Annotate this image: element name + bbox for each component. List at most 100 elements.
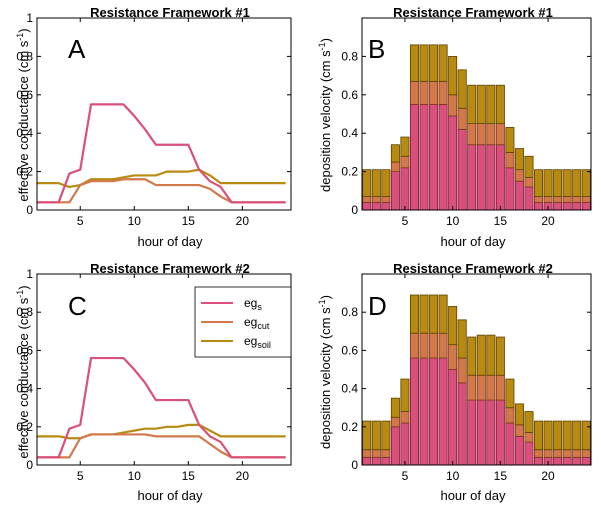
panel-d-bar-soil-hour-17 [514, 403, 524, 426]
panel-b-bar-soil-hour-19 [534, 169, 544, 197]
panel-d-bar-gs-hour-11 [457, 382, 467, 466]
panel-d-bar-gs-hour-1 [362, 456, 372, 466]
panel-d-ytick-label-0: 0 [351, 458, 358, 472]
panel-a-plot-area [37, 18, 291, 210]
panel-a-line-gs [37, 103, 286, 204]
panel-d-bar-cut-hour-16 [505, 407, 515, 424]
panel-d-bar-cut-hour-20 [543, 449, 553, 458]
panel-d-bar-cut-hour-6 [409, 332, 419, 359]
panel-b-ytick-label-1: 0.2 [341, 165, 358, 179]
panel-b-bar-cut-hour-14 [486, 123, 496, 146]
panel-d-bar-soil-hour-21 [553, 420, 563, 451]
panel-b-bar-soil-hour-10 [448, 56, 458, 96]
panel-b-ytick-label-2: 0.4 [341, 126, 358, 140]
panel-b-bar-cut-hour-23 [572, 196, 582, 203]
panel-b-bar-gs-hour-15 [495, 144, 505, 211]
panel-b-plot-area [362, 18, 591, 211]
panel-a-line-soil [37, 168, 286, 189]
panel-b-bar-soil-hour-7 [419, 44, 429, 82]
panel-a-ytick-label-4: 0.8 [16, 49, 33, 63]
panel-d-bar-gs-hour-5 [400, 422, 410, 466]
panel-d-bar-soil-hour-20 [543, 420, 553, 451]
panel-d-bar-gs-hour-14 [486, 399, 496, 466]
panel-b-bar-gs-hour-2 [371, 201, 381, 211]
panel-d-bar-cut-hour-11 [457, 357, 467, 384]
panel-c-xtick-label-20: 20 [236, 469, 250, 483]
panel-d-bar-cut-hour-15 [495, 374, 505, 401]
panel-b-bar-cut-hour-11 [457, 107, 467, 130]
panel-b-bar-soil-hour-8 [429, 44, 439, 82]
panel-b-ytick-label-0: 0 [351, 203, 358, 217]
panel-d-ytick-label-3: 0.6 [341, 343, 358, 357]
panel-d-bar-gs-hour-18 [524, 441, 534, 466]
panel-d-bar-soil-hour-14 [486, 334, 496, 376]
panel-d-bar-cut-hour-5 [400, 411, 410, 424]
panel-a-ytick-label-1: 0.2 [16, 165, 33, 179]
panel-b-xtick-label-5: 5 [402, 214, 409, 228]
panel-b-bar-cut-hour-20 [543, 196, 553, 203]
panel-d-bar-gs-hour-7 [419, 357, 429, 466]
panel-d-bar-gs-hour-13 [476, 399, 486, 466]
panel-b-bar-gs-hour-10 [448, 115, 458, 211]
panel-d-bar-soil-hour-7 [419, 294, 429, 334]
panel-b-bar-gs-hour-4 [390, 171, 400, 211]
panel-b-bar-soil-hour-9 [438, 44, 448, 82]
panel-d-bar-cut-hour-7 [419, 332, 429, 359]
panel-b-bar-cut-hour-2 [371, 196, 381, 203]
panel-d-bar-soil-hour-13 [476, 334, 486, 376]
panel-b-bar-gs-hour-21 [553, 201, 563, 211]
panel-b-bar-gs-hour-17 [514, 180, 524, 211]
panel-d-bar-soil-hour-4 [390, 397, 400, 418]
panel-d-bar-gs-hour-8 [429, 357, 439, 466]
panel-b-bar-gs-hour-8 [429, 104, 439, 211]
panel-b-bar-cut-hour-10 [448, 94, 458, 117]
panel-b-bar-soil-hour-6 [409, 44, 419, 82]
panel-d-bar-soil-hour-3 [381, 420, 391, 451]
panel-d-bar-soil-hour-9 [438, 294, 448, 334]
panel-d-bar-soil-hour-16 [505, 378, 515, 409]
panel-b-xtick-label-20: 20 [541, 214, 555, 228]
panel-d-bar-cut-hour-18 [524, 432, 534, 443]
panel-b-ytick-label-4: 0.8 [341, 49, 358, 63]
panel-c-line-soil [37, 423, 286, 440]
panel-c-ytick-label-2: 0.4 [16, 382, 33, 396]
panel-b-bar-soil-hour-14 [486, 84, 496, 124]
panel-d-bar-gs-hour-21 [553, 456, 563, 466]
panel-d-bar-cut-hour-24 [581, 449, 591, 458]
panel-d-bar-soil-hour-2 [371, 420, 381, 451]
panel-b-bar-gs-hour-19 [534, 201, 544, 211]
panel-b-bar-soil-hour-2 [371, 169, 381, 197]
panel-b-bar-cut-hour-6 [409, 80, 419, 105]
legend-label-cut: egcut [244, 315, 270, 331]
panel-b-bar-soil-hour-3 [381, 169, 391, 197]
panel-a-xlabel: hour of day [137, 234, 203, 249]
panel-d-xtick-label-15: 15 [494, 469, 508, 483]
panel-b-bar-cut-hour-21 [553, 196, 563, 203]
panel-a-xtick-label-20: 20 [236, 214, 250, 228]
panel-d-bar-cut-hour-12 [467, 374, 477, 401]
panel-b-bar-gs-hour-22 [562, 201, 572, 211]
panel-d-bar-gs-hour-2 [371, 456, 381, 466]
panel-b-bar-soil-hour-15 [495, 84, 505, 124]
panel-b-bar-cut-hour-8 [429, 80, 439, 105]
legend-label-soil: egsoil [244, 334, 271, 350]
panel-a-ytick-label-2: 0.4 [16, 126, 33, 140]
panel-b-xtick-label-10: 10 [446, 214, 460, 228]
panel-d-ytick-label-2: 0.4 [341, 382, 358, 396]
panel-a-ytick-label-0: 0 [26, 203, 33, 217]
panel-b-bar-soil-hour-13 [476, 84, 486, 124]
panel-c-title: Resistance Framework #2 [90, 261, 250, 276]
panel-b-bar-soil-hour-16 [505, 127, 515, 153]
panel-d-deposition-framework-2: Resistance Framework #2 D hour of day de… [317, 261, 592, 503]
panel-b-bar-gs-hour-1 [362, 201, 372, 211]
panel-a-title: Resistance Framework #1 [90, 5, 250, 20]
panel-c-xtick-label-15: 15 [182, 469, 196, 483]
panel-d-bar-soil-hour-24 [581, 420, 591, 451]
panel-d-bar-cut-hour-22 [562, 449, 572, 458]
panel-d-bar-soil-hour-11 [457, 319, 467, 359]
panel-b-bar-soil-hour-22 [562, 169, 572, 197]
panel-b-bar-gs-hour-23 [572, 201, 582, 211]
panel-b-bar-gs-hour-5 [400, 167, 410, 211]
legend-entry-cut: egcut [201, 315, 270, 331]
